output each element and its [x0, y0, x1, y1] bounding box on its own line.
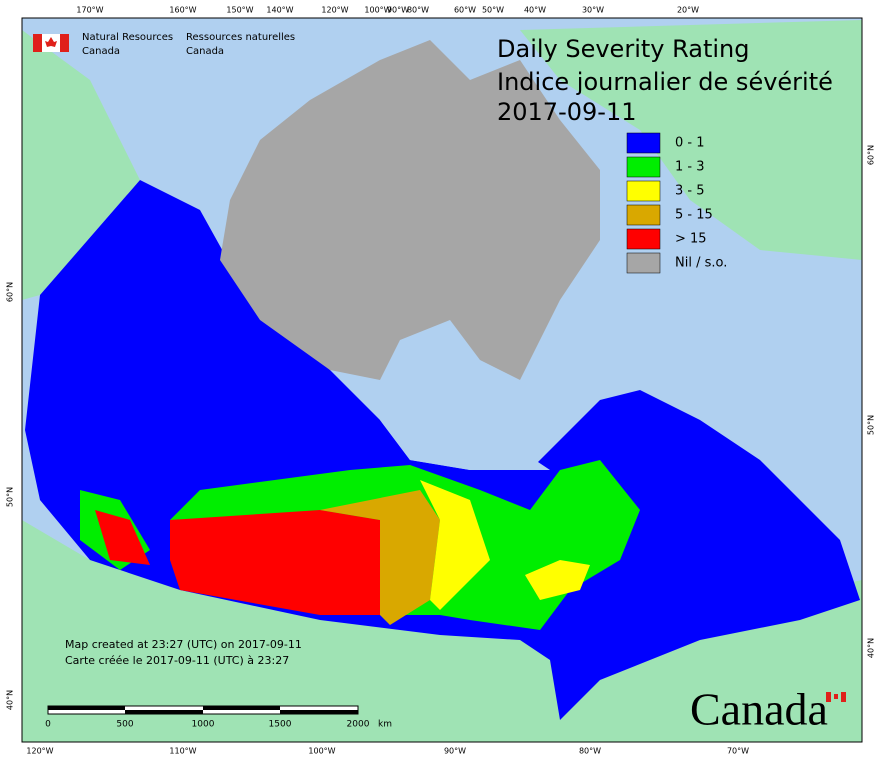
flag-bar [60, 34, 69, 52]
maple-leaf [45, 37, 57, 47]
graticule-labels: 170°W 160°W 150°W 140°W 120°W 100°W90°W80°W 60… [6, 6, 876, 756]
united-states [22, 520, 862, 742]
lon-label: 110°W [169, 747, 196, 756]
scale-unit: km [378, 720, 392, 730]
rating-3-5-east [525, 560, 590, 600]
scale-label: 1000 [192, 720, 215, 730]
date: 2017-09-11 [497, 98, 636, 126]
lon-label: 120°W [26, 747, 53, 756]
lon-label: 30°W [582, 6, 604, 15]
legend-swatch [626, 156, 661, 178]
legend-swatch [626, 204, 661, 226]
lat-label: 40°N [6, 690, 15, 710]
lon-label: 170°W [76, 6, 103, 15]
legend-swatch [626, 132, 661, 154]
scale-seg [280, 710, 358, 714]
legend-swatch [626, 180, 661, 202]
flag-bar [826, 692, 831, 702]
legend-swatch [626, 228, 661, 250]
created-fr: Carte créée le 2017-09-11 (UTC) à 23:27 [65, 654, 289, 667]
wordmark: Canada [690, 684, 828, 735]
map-area [21, 17, 863, 743]
agency-en: Canada [82, 46, 120, 57]
rating-over-15-bc [95, 510, 150, 565]
scale-label: 0 [45, 720, 51, 730]
lon-label: 140°W [266, 6, 293, 15]
lat-label: 40°N [867, 638, 876, 658]
agency-fr: Canada [186, 46, 224, 57]
lon-label: 120°W [321, 6, 348, 15]
scale-bar: 0 500 1000 1500 2000 km [45, 705, 392, 730]
wordmark-flag [826, 692, 846, 702]
legend-label: 5 - 15 [675, 208, 713, 223]
lon-label: 160°W [169, 6, 196, 15]
lon-label: 100°W [364, 6, 391, 15]
flag-bar [841, 692, 846, 702]
rating-over-15 [170, 510, 380, 615]
map-frame [21, 17, 863, 743]
legend-label: 3 - 5 [675, 184, 705, 199]
title-fr: Indice journalier de sévérité [497, 68, 833, 96]
lon-label: 70°W [727, 747, 749, 756]
rating-3-5 [420, 480, 490, 610]
alaska [22, 30, 140, 300]
legend-label: 0 - 1 [675, 136, 705, 151]
lon-label: 80°W [407, 6, 429, 15]
legend-label: Nil / s.o. [675, 256, 727, 271]
lat-label: 60°N [867, 145, 876, 165]
lon-label: 20°W [677, 6, 699, 15]
maple-leaf [834, 694, 838, 699]
lon-label: 50°W [482, 6, 504, 15]
lon-label: 60°W [454, 6, 476, 15]
lon-label: 90°W [444, 747, 466, 756]
rating-5-15 [320, 490, 440, 625]
title: Daily Severity Rating [497, 35, 749, 63]
lon-label: 100°W [308, 747, 335, 756]
greenland [520, 20, 862, 260]
lon-label: 80°W [579, 747, 601, 756]
legend-label: 1 - 3 [675, 160, 705, 175]
flag-bar [33, 34, 42, 52]
created-en: Map created at 23:27 (UTC) on 2017-09-11 [65, 638, 302, 651]
scale-label: 1500 [269, 720, 292, 730]
lon-label: 90°W [387, 6, 409, 15]
legend-swatch [626, 252, 661, 274]
lat-label: 50°N [867, 415, 876, 435]
legend: 0 - 1 1 - 3 3 - 5 5 - 15 > 15 Nil / s.o. [626, 132, 727, 274]
lon-label: 150°W [226, 6, 253, 15]
lon-label: 40°W [524, 6, 546, 15]
legend-label: > 15 [675, 232, 707, 247]
scale-seg [203, 706, 280, 710]
scale-seg [125, 710, 203, 714]
agency-fr: Ressources naturelles [186, 32, 295, 43]
lat-label: 60°N [6, 282, 15, 302]
logo [33, 34, 69, 52]
agency-en: Natural Resources [82, 32, 173, 43]
scale-label: 500 [116, 720, 133, 730]
scale-label: 2000 [347, 720, 370, 730]
hudson-bay [380, 350, 550, 470]
lat-label: 50°N [6, 487, 15, 507]
arctic-no-data [220, 40, 600, 380]
scale-seg [48, 706, 125, 710]
